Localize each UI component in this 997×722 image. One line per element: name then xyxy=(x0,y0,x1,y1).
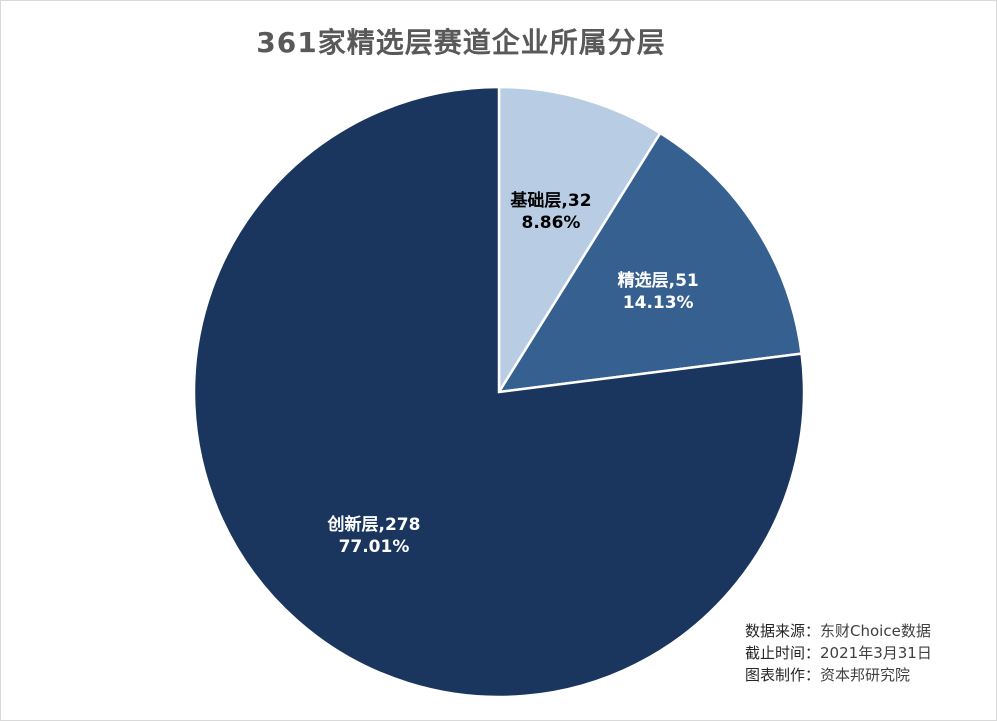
slice-label-name: 基础层,32 xyxy=(509,190,591,211)
slice-label: 基础层,328.86% xyxy=(509,190,591,233)
slice-label-percent: 8.86% xyxy=(521,213,580,233)
note-author-key: 图表制作： xyxy=(745,666,821,684)
note-source-key: 数据来源： xyxy=(745,622,821,640)
slice-label-name: 精选层,51 xyxy=(618,270,699,291)
note-source-value: 东财Choice数据 xyxy=(820,622,931,640)
chart-notes: 数据来源：东财Choice数据 截止时间：2021年3月31日 图表制作：资本邦… xyxy=(745,620,932,686)
note-cutoff-value: 2021年3月31日 xyxy=(820,644,932,662)
note-source: 数据来源：东财Choice数据 xyxy=(745,620,932,642)
note-author-value: 资本邦研究院 xyxy=(820,666,911,684)
chart-title: 361家精选层赛道企业所属分层 xyxy=(256,26,666,59)
slice-label-name: 创新层,278 xyxy=(327,514,421,535)
pie-slice xyxy=(496,131,803,394)
slice-label-percent: 77.01% xyxy=(339,537,410,557)
pie-slice xyxy=(192,85,806,699)
note-author: 图表制作：资本邦研究院 xyxy=(745,664,932,686)
note-cutoff: 截止时间：2021年3月31日 xyxy=(745,642,932,664)
slice-label-percent: 14.13% xyxy=(623,293,694,313)
note-cutoff-key: 截止时间： xyxy=(745,644,821,662)
pie-slice xyxy=(497,85,662,397)
